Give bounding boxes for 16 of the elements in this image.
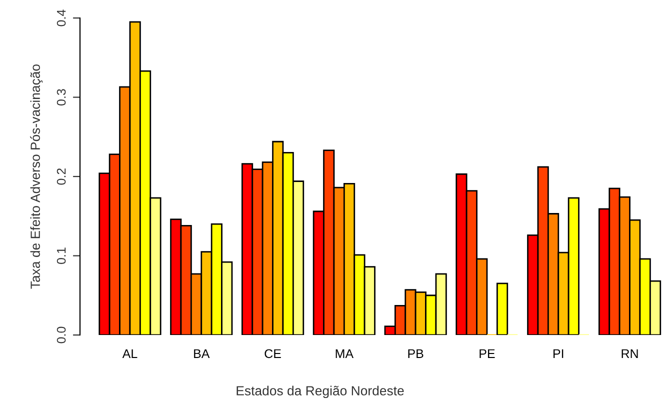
x-tick-label: PE	[480, 349, 495, 358]
bar	[496, 282, 508, 335]
x-tick-label: CE	[264, 349, 281, 358]
y-tick-label: 0.4	[56, 10, 66, 26]
y-axis-title: Taxa de Efeito Adverso Pós-vacinação	[30, 64, 43, 289]
x-tick-label: PI	[554, 349, 564, 358]
y-tick-label: 0.2	[56, 168, 66, 185]
x-tick-label: MA	[336, 349, 354, 358]
x-tick-label: PB	[408, 349, 424, 358]
x-tick-label: BA	[194, 349, 210, 358]
x-tick-label: AL	[122, 349, 138, 358]
y-tick-label: 0.0	[56, 326, 66, 344]
x-axis-title: Estados da Região Nordeste	[236, 386, 404, 398]
x-tick-label: RN	[622, 349, 638, 358]
y-tick-label: 0.1	[56, 248, 66, 264]
y-tick-label: 0.3	[56, 89, 66, 106]
